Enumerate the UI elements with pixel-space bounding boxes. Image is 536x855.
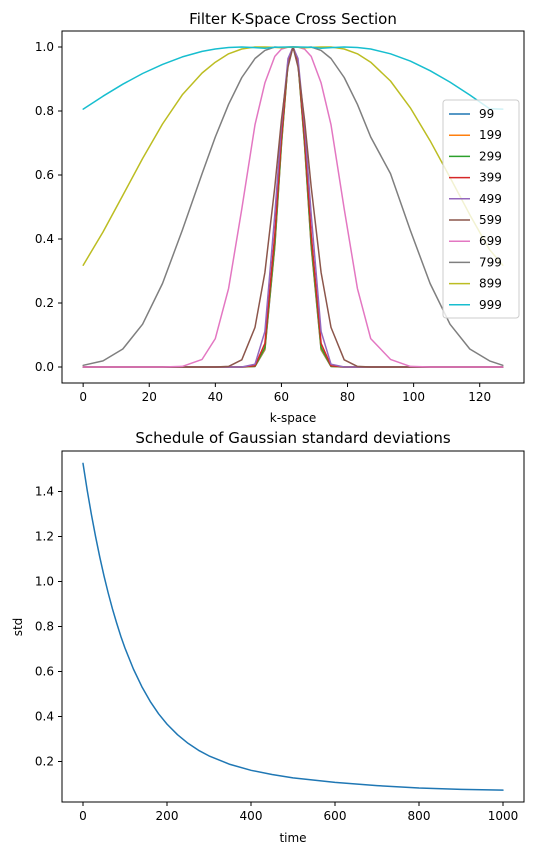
chart-bottom-xlabel: time bbox=[279, 831, 306, 845]
legend-entry-label: 799 bbox=[479, 255, 502, 269]
chart-top-xtick-label: 80 bbox=[340, 390, 355, 404]
chart-top-plot-frame bbox=[61, 30, 525, 384]
chart-bottom-ytick-label: 0.8 bbox=[35, 620, 54, 634]
legend-entry-label: 299 bbox=[479, 149, 502, 163]
chart-bottom-series bbox=[82, 462, 504, 791]
chart-top-xtick-label: 120 bbox=[468, 390, 491, 404]
chart-top-series-line-899 bbox=[82, 46, 504, 266]
chart-top-series-line-599 bbox=[82, 46, 504, 368]
legend-entry-label: 99 bbox=[479, 107, 494, 121]
legend-entry-label: 899 bbox=[479, 277, 502, 291]
chart-bottom-series-line-0 bbox=[82, 462, 504, 791]
chart-top-series-line-799 bbox=[82, 46, 504, 367]
chart-top-ticks: 0 20 40 60 80 100 120 0.0 0.2 0.4 0.6 0.8 1.0 bbox=[35, 40, 491, 404]
chart-bottom-xtick-label: 1000 bbox=[488, 809, 519, 823]
chart-bottom: Schedule of Gaussian standard deviations… bbox=[11, 429, 525, 845]
legend-entry-label: 599 bbox=[479, 213, 502, 227]
chart-top-series-line-699 bbox=[82, 46, 504, 368]
chart-bottom-ylabel: std bbox=[11, 618, 25, 637]
chart-top-ytick-label: 0.4 bbox=[35, 232, 54, 246]
chart-top-xtick-label: 20 bbox=[142, 390, 157, 404]
legend-entry-label: 399 bbox=[479, 171, 502, 185]
chart-top-series-line-299 bbox=[82, 46, 504, 368]
chart-top: Filter K-Space Cross Section 0 20 40 60 80 10… bbox=[35, 10, 525, 425]
chart-top-series-line-199 bbox=[82, 46, 504, 368]
chart-top-ytick-label: 0.0 bbox=[35, 360, 54, 374]
chart-bottom-xtick-label: 400 bbox=[240, 809, 263, 823]
chart-bottom-ytick-label: 0.2 bbox=[35, 755, 54, 769]
chart-bottom-xtick-label: 800 bbox=[408, 809, 431, 823]
chart-bottom-title: Schedule of Gaussian standard deviations bbox=[135, 429, 451, 447]
chart-top-ytick-label: 1.0 bbox=[35, 40, 54, 54]
chart-top-ytick-label: 0.2 bbox=[35, 296, 54, 310]
chart-bottom-xtick-label: 600 bbox=[324, 809, 347, 823]
legend-entry-label: 999 bbox=[479, 298, 502, 312]
chart-top-series-line-999 bbox=[82, 46, 504, 110]
chart-top-xtick-label: 100 bbox=[402, 390, 425, 404]
chart-bottom-ytick-label: 0.6 bbox=[35, 665, 54, 679]
chart-bottom-plot-frame bbox=[61, 450, 525, 803]
chart-bottom-ytick-label: 1.2 bbox=[35, 530, 54, 544]
chart-top-series-line-399 bbox=[82, 46, 504, 368]
chart-bottom-xtick-label: 200 bbox=[156, 809, 179, 823]
chart-top-xtick-label: 40 bbox=[208, 390, 223, 404]
chart-top-xlabel: k-space bbox=[270, 411, 316, 425]
chart-bottom-ticks: 0 200 400 600 800 1000 0.2 0.4 0.6 0.8 1.0 1.2 1.4 bbox=[35, 485, 518, 824]
legend-entry-label: 499 bbox=[479, 192, 502, 206]
legend-box bbox=[442, 99, 520, 319]
chart-bottom-ytick-label: 0.4 bbox=[35, 710, 54, 724]
legend-entry-label: 199 bbox=[479, 128, 502, 142]
legend-entry-label: 699 bbox=[479, 234, 502, 248]
chart-bottom-xtick-label: 0 bbox=[79, 809, 87, 823]
chart-bottom-ytick-label: 1.4 bbox=[35, 485, 54, 499]
chart-top-xtick-label: 0 bbox=[79, 390, 87, 404]
chart-top-xtick-label: 60 bbox=[274, 390, 289, 404]
chart-top-ytick-label: 0.8 bbox=[35, 104, 54, 118]
chart-bottom-ytick-label: 1.0 bbox=[35, 575, 54, 589]
chart-top-title: Filter K-Space Cross Section bbox=[189, 10, 397, 28]
chart-top-legend: 99 199 299 399 499 599 699 799 899 999 bbox=[442, 99, 520, 319]
chart-top-series-line-499 bbox=[82, 46, 504, 368]
chart-top-ytick-label: 0.6 bbox=[35, 168, 54, 182]
chart-top-series-line-99 bbox=[82, 46, 504, 368]
chart-top-series bbox=[82, 46, 504, 368]
